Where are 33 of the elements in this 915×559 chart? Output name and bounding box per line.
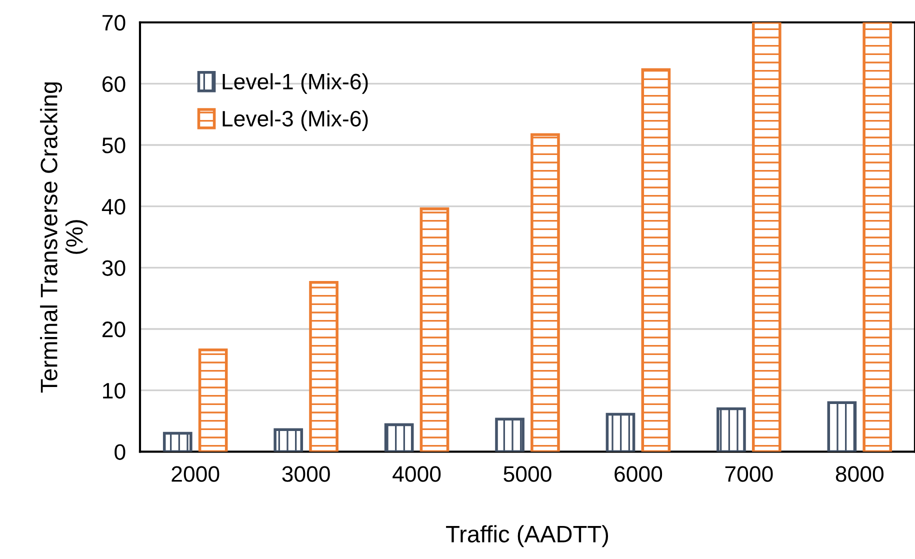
legend-label: Level-1 (Mix-6) [222,73,368,94]
y-tick-label: 10 [103,382,126,399]
bar [606,412,636,452]
bar [716,407,746,452]
x-tick-label: 5000 [504,466,552,482]
legend-label: Level-3 (Mix-6) [222,110,368,131]
bar [198,348,228,452]
bar [309,281,338,452]
x-tick-label: 8000 [836,466,884,482]
y-tick-label: 30 [102,260,126,276]
bar [162,432,192,452]
bar [420,207,450,452]
y-tick-label: 40 [102,198,126,215]
y-axis-title: Terminal Transverse Cracking (%) [40,82,88,393]
bar [641,68,671,452]
x-tick-label: 3000 [282,466,330,482]
bar [384,423,414,452]
bar [530,133,560,452]
y-tick-label: 0 [114,444,126,460]
y-tick-label: 70 [102,14,126,31]
bar [274,428,304,452]
x-tick-label: 7000 [725,466,773,482]
y-tick-label: 50 [102,138,126,154]
bar [827,401,857,452]
x-tick-label: 2000 [172,466,220,482]
bar [495,418,524,452]
x-tick-label: 4000 [392,466,441,482]
bar [752,22,782,452]
y-tick-label: 60 [102,76,126,92]
bar [862,22,892,452]
x-tick-label: 6000 [614,466,662,482]
x-axis-title: Traffic (AADTT) [446,525,608,548]
y-tick-label: 20 [102,322,126,338]
